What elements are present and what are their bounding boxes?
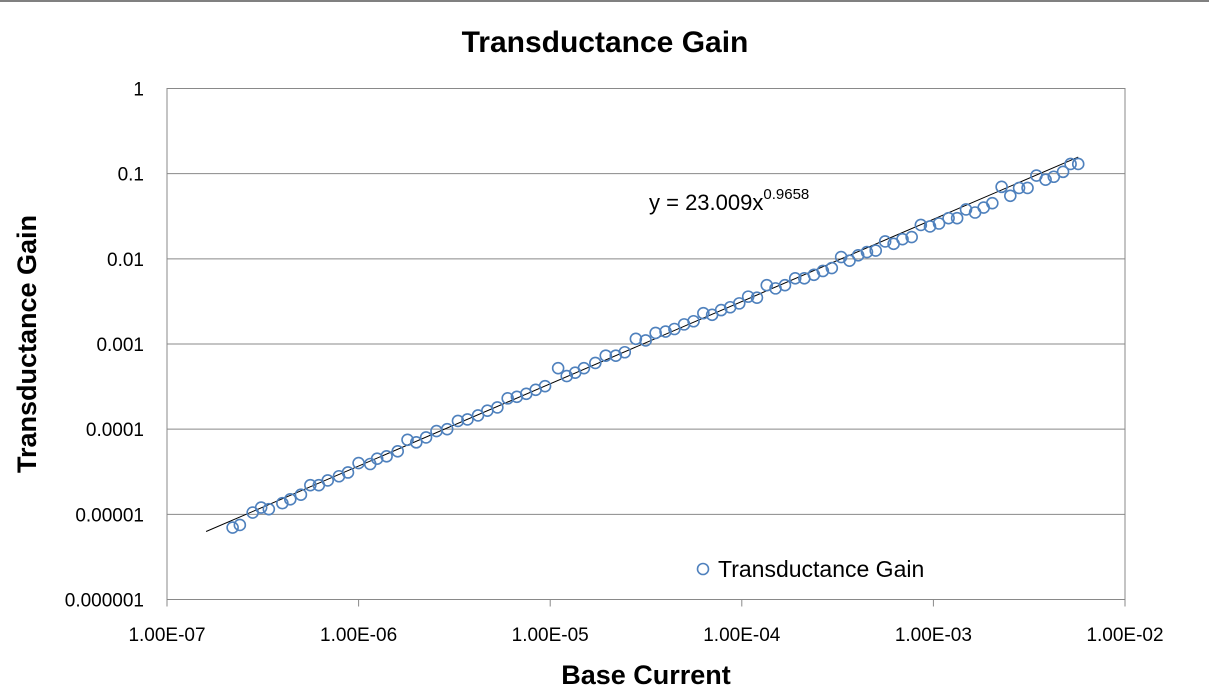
- trendline-equation: y = 23.009x0.9658: [649, 186, 809, 215]
- y-tick-label: 0.00001: [75, 505, 144, 526]
- data-point: [304, 478, 317, 492]
- y-tick-label: 1: [133, 80, 144, 101]
- data-point: [589, 356, 602, 370]
- data-point: [697, 306, 710, 320]
- x-tick-label: 1.00E-05: [512, 625, 589, 646]
- data-point: [283, 493, 297, 506]
- data-points: [226, 157, 1085, 534]
- x-tick-label: 1.00E-04: [703, 625, 781, 646]
- data-point: [732, 297, 746, 310]
- data-point: [869, 244, 883, 257]
- data-point: [226, 521, 239, 534]
- x-tick-label: 1.00E-07: [128, 625, 205, 646]
- data-point: [950, 211, 964, 225]
- data-point: [419, 431, 433, 444]
- x-axis-ticks: 1.00E-07 1.00E-06 1.00E-05 1.00E-04 1.00E-03…: [128, 599, 1164, 646]
- data-point: [1012, 181, 1026, 195]
- data-point: [1039, 173, 1052, 186]
- x-axis-title: Base Current: [561, 660, 731, 690]
- data-point: [560, 369, 574, 383]
- data-point: [741, 290, 755, 303]
- data-point: [649, 326, 662, 340]
- data-point: [788, 272, 802, 285]
- legend-marker: [696, 562, 710, 576]
- data-point: [440, 422, 454, 436]
- data-point: [276, 496, 289, 510]
- data-point: [380, 450, 393, 463]
- data-point: [714, 303, 728, 317]
- data-point: [923, 220, 937, 233]
- data-point: [451, 414, 465, 428]
- data-point: [905, 230, 918, 244]
- data-point: [538, 379, 552, 393]
- x-tick-label: 1.00E-03: [895, 625, 972, 646]
- y-tick-label: 0.001: [96, 335, 144, 356]
- data-point: [1071, 157, 1085, 171]
- data-point: [1056, 165, 1070, 179]
- x-tick-label: 1.00E-06: [320, 625, 397, 646]
- data-point: [860, 245, 874, 259]
- data-point: [1064, 157, 1077, 171]
- data-point: [254, 501, 268, 514]
- data-point: [760, 278, 774, 292]
- data-point: [639, 334, 652, 347]
- data-point: [491, 401, 504, 414]
- data-point: [942, 211, 955, 225]
- data-point: [629, 332, 643, 346]
- y-tick-label: 0.0001: [86, 420, 144, 441]
- y-tick-label: 0.01: [107, 250, 144, 271]
- data-point: [341, 466, 355, 479]
- plot-area: [166, 88, 1126, 600]
- data-point: [599, 349, 613, 362]
- data-point: [914, 218, 928, 232]
- data-point: [932, 217, 946, 230]
- data-point: [233, 518, 247, 532]
- data-point: [352, 456, 365, 470]
- y-axis-ticks: 0.000001 0.00001 0.0001 0.001 0.01 0.1 1: [65, 80, 144, 612]
- data-point: [750, 291, 764, 304]
- legend-label: Transductance Gain: [718, 556, 924, 582]
- y-tick-label: 0.1: [118, 165, 144, 186]
- data-point: [551, 361, 565, 375]
- data-point: [262, 502, 276, 516]
- legend: Transductance Gain: [696, 556, 924, 582]
- data-point: [501, 392, 514, 405]
- data-point: [816, 264, 830, 278]
- chart-title: Transductance Gain: [462, 26, 749, 59]
- data-point: [321, 474, 335, 487]
- data-point: [687, 314, 700, 328]
- data-point: [778, 278, 792, 292]
- data-point: [370, 452, 384, 466]
- data-point: [878, 235, 892, 248]
- data-point: [294, 488, 308, 502]
- data-point: [1004, 189, 1017, 203]
- y-axis-title: Transductance Gain: [12, 215, 42, 473]
- data-point: [851, 249, 865, 262]
- data-point: [986, 196, 999, 210]
- data-point: [577, 361, 591, 375]
- data-point: [409, 436, 423, 449]
- data-point: [618, 345, 632, 359]
- data-point: [659, 325, 672, 338]
- data-point: [461, 413, 474, 426]
- y-tick-label: 0.000001: [65, 591, 144, 612]
- x-tick-label: 1.00E-02: [1086, 625, 1163, 646]
- data-point: [391, 444, 405, 458]
- data-point: [1021, 181, 1034, 195]
- data-point: [896, 232, 909, 246]
- data-point: [834, 250, 848, 264]
- data-point: [401, 433, 414, 447]
- trendline-equation-base: y = 23.009x: [649, 190, 763, 215]
- trendline-equation-exponent: 0.9658: [763, 186, 809, 203]
- data-point: [959, 203, 973, 216]
- gridlines: [167, 173, 1125, 515]
- data-point: [825, 261, 839, 275]
- data-point: [995, 180, 1008, 194]
